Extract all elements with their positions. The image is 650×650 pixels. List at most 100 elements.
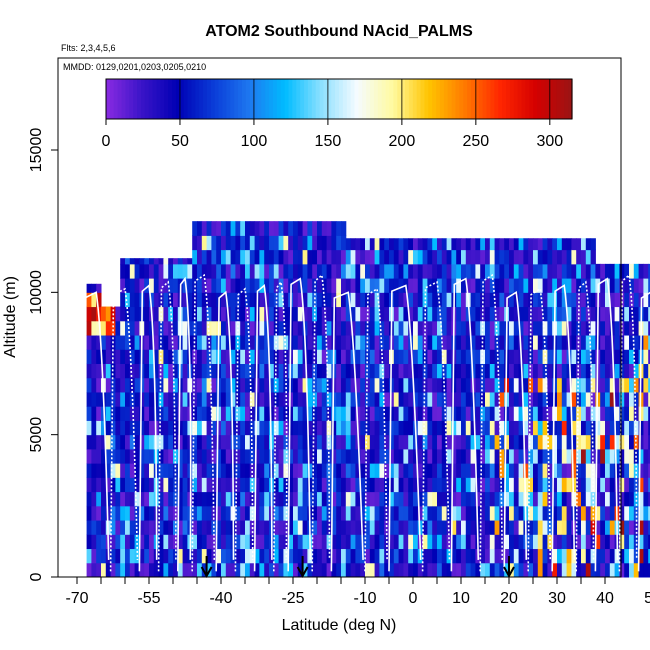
- heatmap-cell: [317, 363, 323, 379]
- heatmap-cell: [254, 434, 260, 450]
- heatmap-cell: [638, 534, 644, 550]
- heatmap-cell: [350, 249, 356, 265]
- heatmap-cell: [336, 292, 342, 308]
- heatmap-cell: [235, 349, 241, 364]
- heatmap-cell: [302, 263, 308, 279]
- heatmap-cell: [595, 562, 601, 578]
- heatmap-cell: [523, 377, 529, 393]
- heatmap-cell: [595, 463, 601, 478]
- heatmap-cell: [206, 235, 212, 251]
- heatmap-cell: [475, 448, 481, 464]
- heatmap-cell: [417, 434, 424, 450]
- heatmap-cell: [134, 258, 140, 265]
- colorbar-swatch: [203, 79, 208, 119]
- heatmap-cell: [350, 263, 356, 279]
- heatmap-cell: [216, 406, 222, 421]
- colorbar-swatch: [175, 79, 181, 119]
- heatmap-cell: [278, 306, 284, 322]
- heatmap-cell: [341, 306, 347, 322]
- heatmap-cell: [129, 491, 136, 507]
- heatmap-cell: [561, 420, 568, 436]
- heatmap-cell: [355, 292, 361, 308]
- heatmap-cell: [456, 249, 462, 265]
- heatmap-cell: [312, 377, 318, 393]
- heatmap-cell: [182, 377, 188, 393]
- heatmap-cell: [494, 263, 500, 279]
- heatmap-cell: [523, 292, 529, 308]
- heatmap-cell: [518, 434, 524, 450]
- heatmap-cell: [245, 391, 251, 407]
- heatmap-cell: [197, 292, 203, 308]
- heatmap-cell: [393, 562, 400, 578]
- heatmap-cell: [336, 278, 342, 293]
- heatmap-cell: [461, 377, 467, 393]
- heatmap-cell: [629, 448, 635, 464]
- heatmap-cell: [528, 391, 534, 407]
- heatmap-cell: [101, 562, 107, 578]
- heatmap-cell: [523, 335, 529, 350]
- heatmap-cell: [259, 520, 265, 535]
- heatmap-cell: [614, 477, 620, 493]
- heatmap-cell: [417, 391, 424, 407]
- heatmap-cell: [369, 505, 376, 521]
- heatmap-cell: [393, 505, 400, 521]
- heatmap-cell: [437, 278, 443, 293]
- heatmap-cell: [446, 548, 452, 564]
- heatmap-cell: [125, 548, 131, 564]
- heatmap-cell: [302, 320, 308, 336]
- heatmap-cell: [312, 391, 318, 407]
- heatmap-cell: [302, 463, 308, 478]
- heatmap-cell: [206, 548, 212, 564]
- heatmap-cell: [417, 491, 424, 507]
- heatmap-cell: [221, 292, 227, 308]
- heatmap-cell: [557, 363, 563, 379]
- heatmap-cell: [398, 320, 404, 336]
- heatmap-cell: [345, 406, 352, 421]
- colorbar-swatch: [137, 79, 142, 119]
- heatmap-cell: [633, 320, 640, 336]
- heatmap-cell: [307, 477, 313, 493]
- heatmap-cell: [408, 377, 414, 393]
- colorbar-swatch: [540, 79, 546, 119]
- heatmap-cell: [614, 448, 620, 464]
- heatmap-cell: [206, 221, 212, 236]
- heatmap-cell: [384, 520, 390, 535]
- heatmap-cell: [585, 534, 592, 550]
- heatmap-cell: [273, 221, 280, 236]
- heatmap-cell: [297, 491, 304, 507]
- heatmap-cell: [581, 505, 587, 521]
- x-tick-label: -10: [353, 590, 376, 607]
- heatmap-cell: [249, 278, 256, 293]
- heatmap-cell: [197, 477, 203, 493]
- heatmap-cell: [153, 349, 160, 364]
- heatmap-cell: [605, 477, 611, 493]
- dates-note: MMDD: 0129,0201,0203,0205,0210: [63, 62, 206, 72]
- heatmap-cell: [216, 434, 222, 450]
- heatmap-cell: [120, 434, 126, 450]
- heatmap-cell: [432, 434, 438, 450]
- heatmap-cell: [245, 477, 251, 493]
- heatmap-cell: [360, 505, 366, 521]
- heatmap-cell: [413, 278, 419, 293]
- heatmap-cell: [355, 363, 361, 379]
- heatmap-cell: [302, 477, 308, 493]
- heatmap-cell: [125, 335, 131, 350]
- heatmap-cell: [566, 238, 572, 251]
- heatmap-cell: [211, 292, 217, 308]
- heatmap-cell: [432, 548, 438, 564]
- heatmap-cell: [201, 463, 208, 478]
- heatmap-cell: [480, 562, 486, 578]
- heatmap-cell: [259, 448, 265, 464]
- heatmap-cell: [163, 434, 169, 450]
- heatmap-cell: [134, 391, 140, 407]
- heatmap-cell: [393, 434, 400, 450]
- heatmap-cell: [206, 406, 212, 421]
- heatmap-cell: [192, 221, 198, 236]
- heatmap-cell: [557, 491, 563, 507]
- heatmap-cell: [345, 263, 352, 279]
- heatmap-cell: [297, 534, 304, 550]
- heatmap-cell: [523, 406, 529, 421]
- heatmap-cell: [600, 363, 606, 379]
- heatmap-cell: [341, 391, 347, 407]
- heatmap-cell: [86, 520, 92, 535]
